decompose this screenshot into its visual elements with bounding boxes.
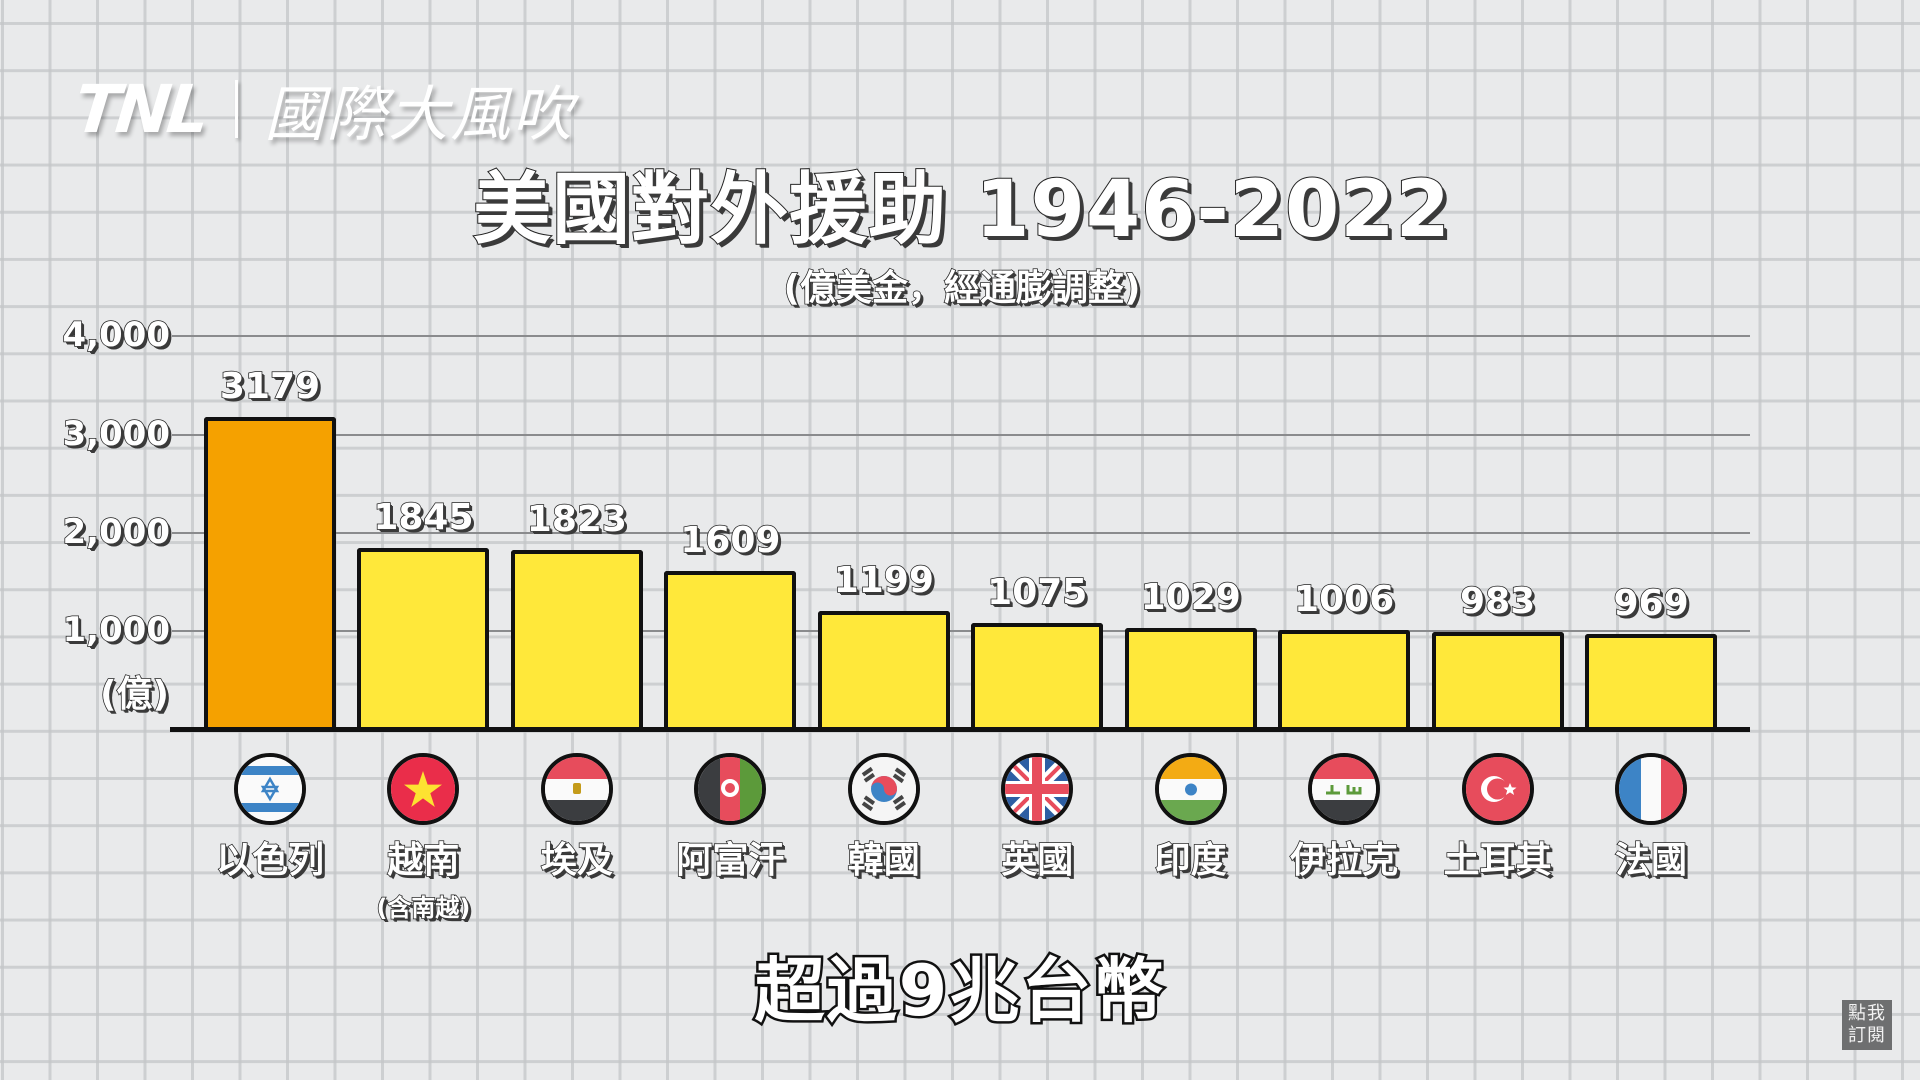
brand-divider (235, 80, 239, 138)
bar-value-label: 1823 (526, 498, 628, 541)
egypt-flag-icon (540, 753, 613, 825)
subscribe-line2: 訂閱 (1848, 1025, 1886, 1046)
chart-title: 美國對外援助 1946-2022 (472, 164, 1451, 256)
bar-value-label: 969 (1613, 582, 1690, 625)
y-tick-2000: 2,000 (62, 511, 171, 553)
country-label: 以色列 (215, 839, 325, 882)
subscribe-button[interactable]: 點我 訂閱 (1842, 1000, 1892, 1050)
gridline-2000 (172, 532, 1750, 534)
south-korea-flag-icon (847, 753, 920, 825)
country-label: 英國 (1000, 839, 1074, 882)
bar-israel (204, 416, 336, 729)
y-tick-3000: 3,000 (62, 413, 171, 455)
bar-value-label: 3179 (219, 365, 321, 408)
country-label: 伊拉克 (1289, 839, 1399, 882)
bar-france (1585, 633, 1718, 729)
gridline-4000 (172, 335, 1750, 337)
y-axis-unit: (億) (99, 673, 169, 716)
uk-flag-icon (1001, 753, 1074, 825)
turkey-flag-icon (1461, 753, 1534, 825)
country-label: 印度 (1154, 839, 1228, 882)
country-label: 土耳其 (1443, 839, 1553, 882)
bar-value-label: 983 (1459, 581, 1536, 624)
country-label: 韓國 (847, 839, 921, 882)
bar-south-korea (817, 611, 950, 729)
brand-header: TNL 國際大風吹 (71, 71, 574, 150)
bar-value-label: 1029 (1140, 576, 1242, 619)
caption-subtitle: 超過9兆台幣 (752, 948, 1166, 1035)
bar-value-label: 1845 (373, 496, 475, 539)
bar-value-label: 1006 (1293, 578, 1395, 621)
country-note: (含南越) (376, 893, 471, 923)
bar-value-label: 1199 (833, 559, 935, 602)
chart-subtitle: (億美金，經通膨調整) (783, 267, 1141, 310)
gridline-3000 (172, 434, 1750, 436)
bar-value-label: 1609 (679, 519, 781, 562)
show-name: 國際大風吹 (264, 79, 575, 150)
country-label: 阿富汗 (676, 839, 786, 882)
country-label: 法國 (1614, 839, 1688, 882)
israel-flag-icon (234, 753, 306, 825)
bar-iraq (1278, 630, 1411, 729)
vietnam-flag-icon (387, 753, 460, 825)
tnl-logo: TNL (70, 70, 210, 148)
afghanistan-flag-icon (694, 753, 767, 825)
bar-egypt (510, 549, 643, 729)
x-axis-baseline (170, 727, 1750, 732)
bar-value-label: 1075 (986, 572, 1088, 615)
bar-uk (971, 623, 1104, 729)
gridline-1000 (172, 630, 1750, 632)
bar-india (1124, 627, 1257, 729)
bar-turkey (1431, 632, 1564, 729)
subscribe-line1: 點我 (1848, 1003, 1886, 1024)
india-flag-icon (1154, 753, 1227, 825)
iraq-flag-icon (1308, 753, 1381, 825)
country-label: 埃及 (540, 839, 614, 882)
country-label: 越南 (387, 839, 461, 882)
france-flag-icon (1615, 753, 1688, 825)
bar-vietnam (357, 547, 490, 729)
y-tick-4000: 4,000 (62, 314, 171, 356)
y-tick-1000: 1,000 (62, 609, 171, 651)
bar-afghanistan (664, 570, 797, 729)
